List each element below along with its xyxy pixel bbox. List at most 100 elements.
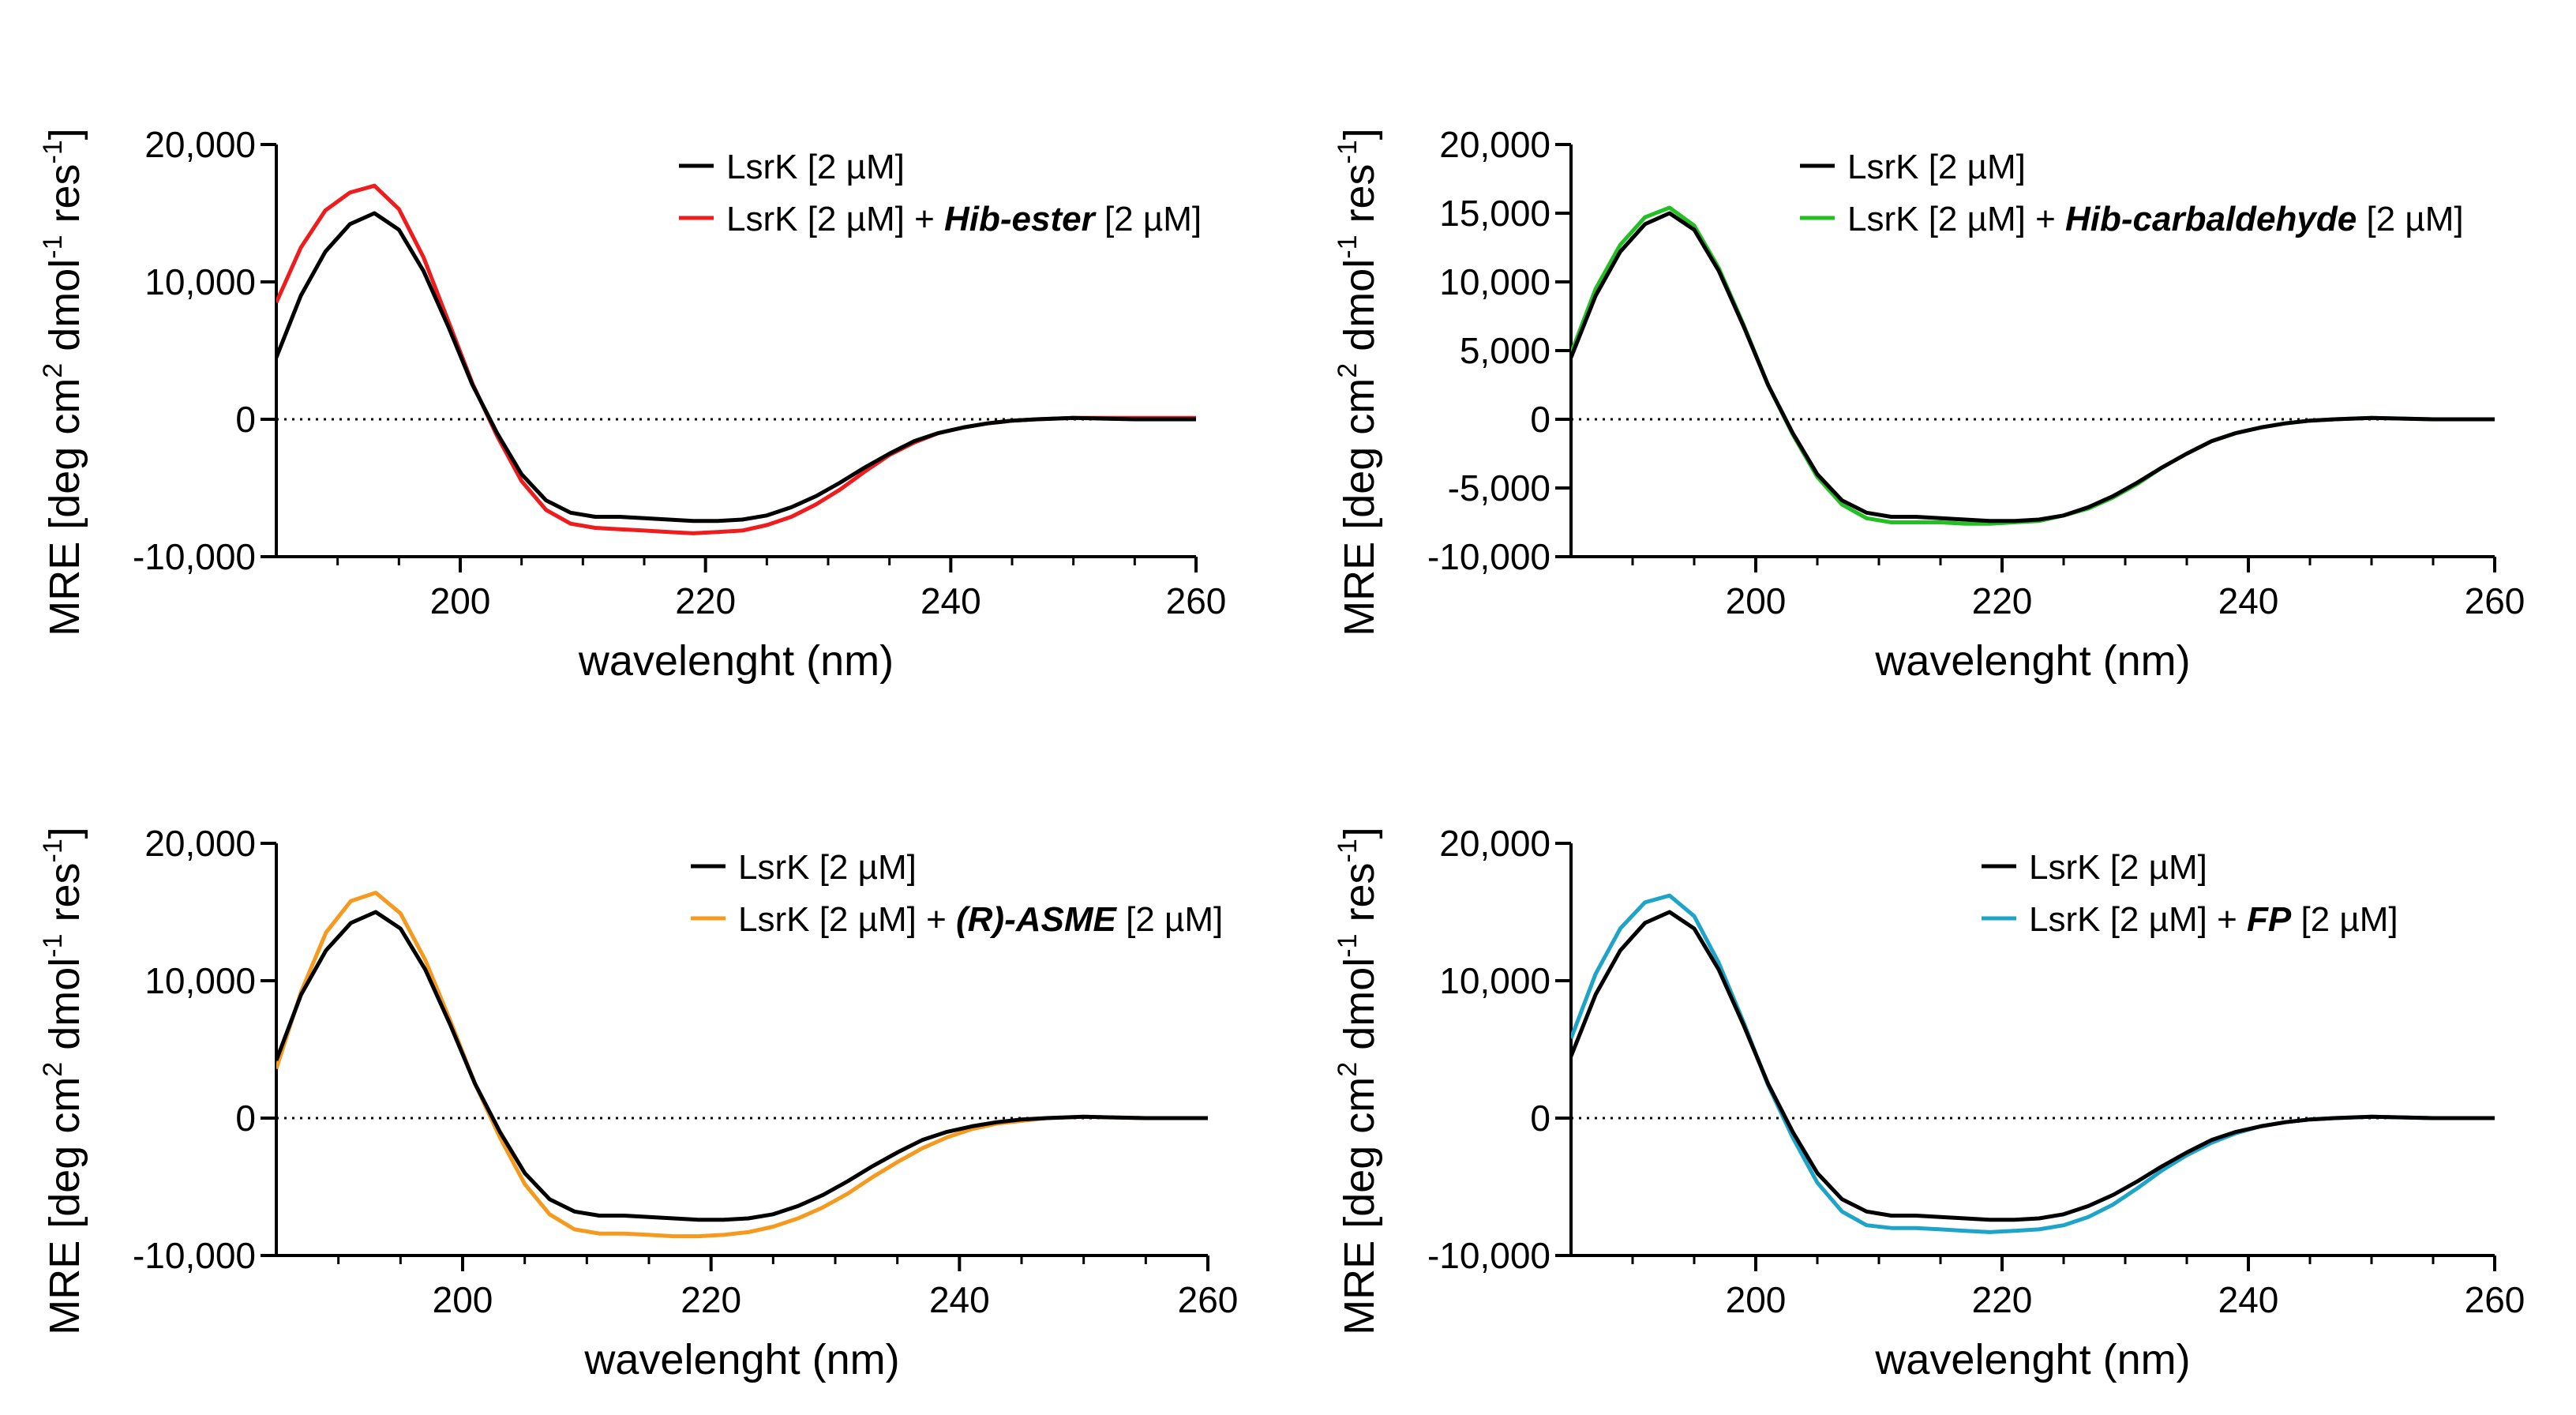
y-axis-title-part: res (41, 862, 88, 933)
y-axis-title-part: MRE [deg cm (1336, 378, 1383, 636)
y-axis-title-part: dmol (41, 958, 88, 1062)
y-axis-title-part: MRE [deg cm (41, 378, 88, 636)
legend-label: LsrK [2 µM] (2029, 848, 2207, 887)
y-axis-title-part: res (41, 163, 88, 235)
y-tick-label: 15,000 (1439, 193, 1550, 234)
y-axis-title-superscript: 2 (38, 363, 68, 378)
legend-compound-name: Hib-ester (944, 200, 1097, 238)
series-line-lsrk (276, 910, 1208, 1222)
x-tick-label: 260 (1178, 1279, 1239, 1320)
y-tick-label: 0 (1530, 399, 1550, 440)
y-axis-title-part: ] (41, 827, 88, 839)
y-axis-title-superscript: -1 (1333, 839, 1363, 862)
x-tick-label: 200 (1726, 580, 1787, 621)
y-axis-title-part: dmol (1336, 958, 1383, 1062)
legend-entry: LsrK [2 µM] (1847, 148, 2026, 186)
y-tick-label: -10,000 (1427, 536, 1550, 577)
y-axis-title-part: ] (41, 128, 88, 140)
series-line-lsrk (1571, 211, 2495, 524)
x-tick-label: 240 (921, 580, 981, 621)
y-tick-label: 5,000 (1460, 330, 1550, 371)
y-tick-label: 10,000 (1439, 261, 1550, 302)
legend-label: LsrK [2 µM] + (1847, 200, 2065, 238)
y-axis-title: MRE [deg cm2 dmol-1 res-1] (38, 827, 88, 1335)
series-line-lsrk (1571, 910, 2495, 1222)
y-tick-label: 20,000 (1439, 823, 1550, 864)
y-tick-label: 20,000 (144, 124, 256, 165)
legend-label: LsrK [2 µM] + (726, 200, 944, 238)
y-axis-title-superscript: -1 (38, 933, 68, 957)
y-tick-label: -5,000 (1448, 467, 1550, 509)
x-tick-label: 240 (2218, 1279, 2279, 1320)
y-tick-label: -10,000 (133, 536, 256, 577)
y-axis-title-part: MRE [deg cm (1336, 1077, 1383, 1335)
legend-label-suffix: [2 µM] (2357, 200, 2463, 238)
y-axis-title-part: ] (1336, 128, 1383, 140)
y-axis-title-superscript: -1 (38, 140, 68, 163)
legend-entry: LsrK [2 µM] + FP [2 µM] (2029, 900, 2398, 939)
legend-compound-name: FP (2247, 900, 2292, 939)
y-axis-title-part: res (1336, 163, 1383, 235)
legend-entry: LsrK [2 µM] (726, 148, 905, 186)
x-tick-label: 220 (675, 580, 736, 621)
chart-panel-top-right: 20,000 15,000 10,000 5,000 0 -5,000 -10,000 200… (1333, 124, 2525, 685)
y-axis-title: MRE [deg cm2 dmol-1 res-1] (1333, 128, 1383, 636)
y-axis-title-part: dmol (41, 259, 88, 363)
y-axis-title-superscript: 2 (1333, 1062, 1363, 1077)
legend-compound-name: Hib-carbaldehyde (2065, 200, 2357, 238)
y-axis-title-superscript: -1 (1333, 933, 1363, 957)
y-axis-title-part: MRE [deg cm (41, 1077, 88, 1335)
chart-panel-top-left: 20,000 10,000 0 -10,000 200 220 240 260 waveleng… (38, 124, 1226, 685)
y-tick-label: 20,000 (1439, 124, 1550, 165)
y-tick-label: 0 (1530, 1098, 1550, 1139)
legend-label: LsrK [2 µM] (738, 848, 917, 887)
x-tick-label: 260 (2465, 1279, 2525, 1320)
series-line-lsrk (276, 211, 1196, 524)
legend-entry: LsrK [2 µM] + Hib-ester [2 µM] (726, 200, 1202, 238)
legend-label: LsrK [2 µM] + (738, 900, 956, 939)
legend-entry: LsrK [2 µM] (738, 848, 917, 887)
legend-label: LsrK [2 µM] (1847, 148, 2026, 186)
x-axis-title: wavelenght (nm) (1874, 637, 2190, 685)
legend-label-suffix: [2 µM] (1116, 900, 1223, 939)
y-axis-title-superscript: -1 (1333, 140, 1363, 163)
chart-panel-bottom-right: 20,000 10,000 0 -10,000 200 220 240 260 waveleng… (1333, 823, 2525, 1383)
legend-label: LsrK [2 µM] (726, 148, 905, 186)
y-axis-title-superscript: 2 (38, 1062, 68, 1077)
legend-entry: LsrK [2 µM] + Hib-carbaldehyde [2 µM] (1847, 200, 2464, 238)
y-tick-label: 20,000 (144, 823, 256, 864)
x-axis-title: wavelenght (nm) (1874, 1336, 2190, 1383)
x-tick-label: 220 (1972, 1279, 2033, 1320)
x-tick-label: 220 (681, 1279, 741, 1320)
chart-panel-bottom-left: 20,000 10,000 0 -10,000 200 220 240 260 waveleng… (38, 823, 1238, 1383)
legend-entry: LsrK [2 µM] + (R)-ASME [2 µM] (738, 900, 1223, 939)
y-axis-title-part: ] (1336, 827, 1383, 839)
legend-label-suffix: [2 µM] (2291, 900, 2398, 939)
x-axis-title: wavelenght (nm) (583, 1336, 899, 1383)
series-line-lsrk-plus-ligand (276, 891, 1208, 1239)
x-tick-label: 260 (1166, 580, 1227, 621)
y-axis-title-part: res (1336, 862, 1383, 933)
y-tick-label: -10,000 (1427, 1235, 1550, 1276)
y-tick-label: 10,000 (144, 261, 256, 302)
legend-label: LsrK [2 µM] + (2029, 900, 2247, 939)
y-tick-label: -10,000 (133, 1235, 256, 1276)
x-tick-label: 200 (433, 1279, 493, 1320)
x-tick-label: 200 (1726, 1279, 1787, 1320)
y-axis-title-superscript: -1 (1333, 235, 1363, 258)
y-tick-label: 10,000 (144, 960, 256, 1001)
x-tick-label: 220 (1972, 580, 2033, 621)
x-tick-label: 240 (2218, 580, 2279, 621)
y-axis-title-part: dmol (1336, 259, 1383, 363)
y-tick-label: 10,000 (1439, 960, 1550, 1001)
y-axis-title-superscript: 2 (1333, 363, 1363, 378)
x-tick-label: 200 (430, 580, 491, 621)
y-tick-label: 0 (235, 399, 256, 440)
y-axis-title: MRE [deg cm2 dmol-1 res-1] (1333, 827, 1383, 1335)
y-axis-title: MRE [deg cm2 dmol-1 res-1] (38, 128, 88, 636)
x-tick-label: 240 (929, 1279, 990, 1320)
legend-entry: LsrK [2 µM] (2029, 848, 2207, 887)
x-axis-title: wavelenght (nm) (578, 637, 894, 685)
series-line-lsrk-plus-ligand (1571, 893, 2495, 1234)
legend-label-suffix: [2 µM] (1095, 200, 1202, 238)
